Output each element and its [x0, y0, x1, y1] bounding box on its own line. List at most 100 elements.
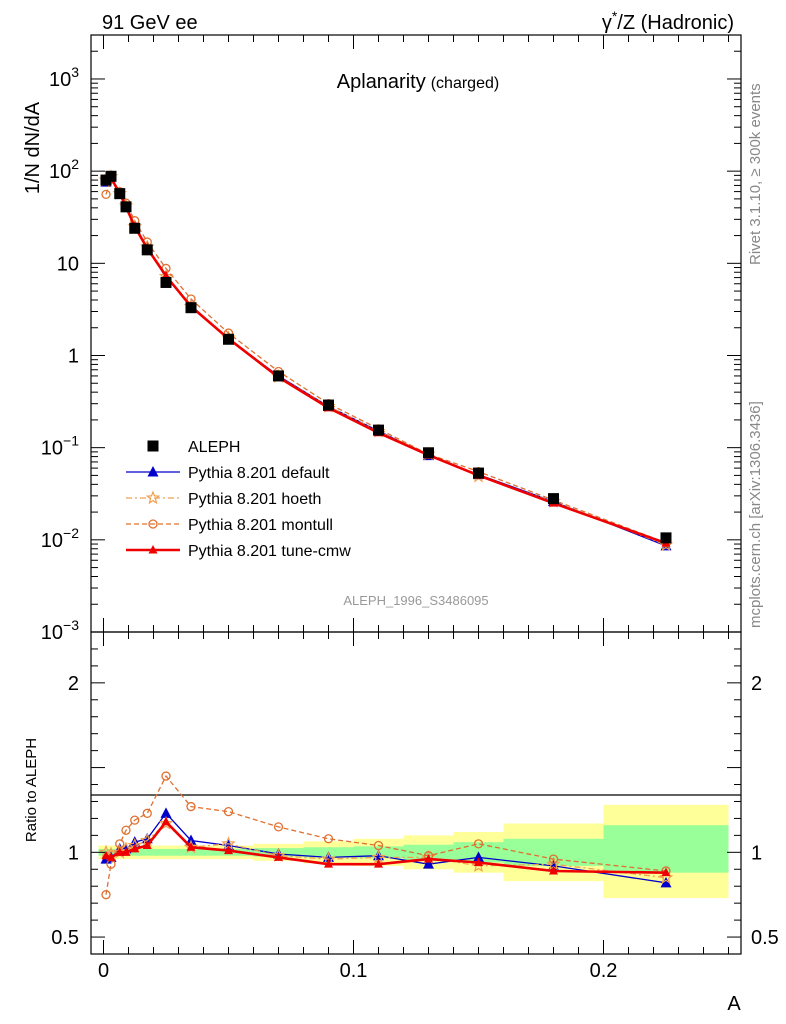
ratio-x-tick-label: 0.1: [340, 960, 368, 982]
ratio-series: [98, 771, 674, 900]
ratio-series-point: [115, 847, 125, 856]
legend-label: ALEPH: [188, 439, 240, 456]
chart-title: Aplanarity (charged): [337, 71, 499, 93]
legend-label: Pythia 8.201 hoeth: [188, 491, 321, 508]
main-data-points: [100, 170, 672, 544]
tick-exponent: 3: [71, 64, 79, 80]
ratio-series-point: [161, 816, 171, 826]
ratio-y-tick-label-right: 2: [751, 673, 762, 695]
data-point: [548, 493, 559, 505]
tick-base: 10: [49, 161, 71, 183]
ratio-panel: 2 2 1 1 0.5 0.5 0 0.1 0.2 Ratio to ALEPH A: [23, 631, 779, 1015]
ratio-series-point: [130, 843, 140, 853]
ratio-series-point: [161, 771, 171, 781]
ratio-series-point: [374, 859, 383, 868]
ratio-series-point: [273, 822, 284, 832]
ratio-y-tick-label: 2: [68, 673, 79, 695]
ratio-series-point: [473, 851, 484, 862]
data-point: [323, 399, 334, 411]
legend-label: Pythia 8.201 default: [188, 465, 330, 482]
data-point: [160, 276, 172, 288]
main-y-tick-label: 10: [57, 253, 79, 275]
ratio-series-point: [324, 859, 333, 868]
ratio-series-point: [423, 858, 434, 869]
data-point: [129, 222, 141, 234]
ratio-series-line: [105, 819, 667, 874]
legend-entry: Pythia 8.201 tune-cmw: [126, 543, 351, 560]
ratio-series-line: [105, 774, 667, 895]
ratio-ylabel: Ratio to ALEPH: [23, 738, 40, 842]
legend-entry: ALEPH: [147, 439, 240, 456]
ratio-series-point: [142, 808, 152, 818]
ratio-frame: [90, 631, 742, 955]
ratio-series-point: [186, 801, 196, 812]
ratio-series-point: [323, 834, 334, 844]
band-inner: [98, 848, 204, 856]
ratio-y-tick-label-right: 0.5: [751, 927, 779, 949]
legend-marker: [145, 490, 161, 505]
ratio-series-point: [158, 815, 174, 830]
ratio-y-tick-label: 1: [68, 842, 79, 864]
legend-entry: Pythia 8.201 default: [126, 465, 330, 482]
data-point: [120, 201, 132, 213]
ratio-series-point: [473, 839, 484, 849]
ratio-series-point: [142, 840, 152, 850]
rivet-label: Rivet 3.1.10, ≥ 300k events: [747, 83, 764, 265]
ratio-x-tick-label: 0: [98, 960, 109, 982]
ratio-series-point: [106, 852, 116, 861]
main-series: [98, 169, 674, 552]
legend-label: Pythia 8.201 montull: [188, 517, 333, 534]
legend-label: Pythia 8.201 tune-cmw: [188, 543, 351, 560]
main-ticks: [91, 34, 741, 633]
ratio-series-point: [274, 852, 283, 861]
ratio-series-point: [223, 806, 234, 817]
legend-marker: [148, 545, 158, 554]
tick-exponent: −2: [63, 525, 79, 541]
data-point: [114, 188, 126, 200]
data-point: [105, 170, 117, 182]
data-point: [373, 424, 384, 436]
ratio-series-point: [224, 845, 233, 855]
ratio-series-point: [101, 850, 111, 860]
tick-exponent: −3: [63, 617, 79, 633]
ratio-series-point: [474, 857, 483, 866]
tick-base: 10: [41, 530, 63, 552]
tick-base: 10: [57, 253, 79, 275]
header-right: γ*/Z (Hadronic): [602, 8, 734, 34]
ratio-series-point: [186, 842, 196, 851]
main-y-tick-label: 1: [68, 345, 79, 367]
data-point: [423, 447, 434, 459]
ratio-x-tick-labels: 0 0.1 0.2: [98, 960, 617, 982]
data-point: [141, 244, 153, 256]
ratio-series-point: [424, 854, 433, 863]
legend-marker: [148, 519, 158, 529]
main-y-tick-label: 10−2: [41, 525, 79, 552]
header-right-suffix: /Z (Hadronic): [617, 12, 734, 34]
legend-data-marker: [147, 440, 159, 452]
analysis-id: ALEPH_1996_S3486095: [343, 593, 488, 608]
ratio-y-tick-labels: 2 2 1 1 0.5 0.5: [51, 673, 779, 949]
main-series-line: [105, 175, 667, 545]
header-right-sup: *: [612, 8, 618, 24]
tick-base: 1: [68, 345, 79, 367]
ratio-series-point: [160, 807, 172, 818]
main-y-tick-label: 10−3: [41, 617, 79, 644]
band-inner: [603, 825, 729, 873]
tick-base: 10: [41, 438, 63, 460]
ratio-y-tick-label: 0.5: [51, 927, 79, 949]
main-y-tick-label: 102: [49, 156, 79, 183]
ratio-y-tick-label-right: 1: [751, 842, 762, 864]
main-series-point: [101, 189, 111, 200]
ratio-series-point: [373, 840, 384, 851]
header-right-prefix: γ: [602, 12, 612, 34]
chart-title-main: Aplanarity: [337, 71, 426, 93]
data-point: [273, 370, 284, 382]
ratio-series-point: [121, 825, 131, 835]
ratio-series-point: [548, 854, 559, 864]
chart-title-sub: (charged): [431, 75, 499, 92]
tick-base: 10: [49, 69, 71, 91]
tick-exponent: 2: [71, 156, 79, 172]
main-y-tick-label: 103: [49, 64, 79, 91]
